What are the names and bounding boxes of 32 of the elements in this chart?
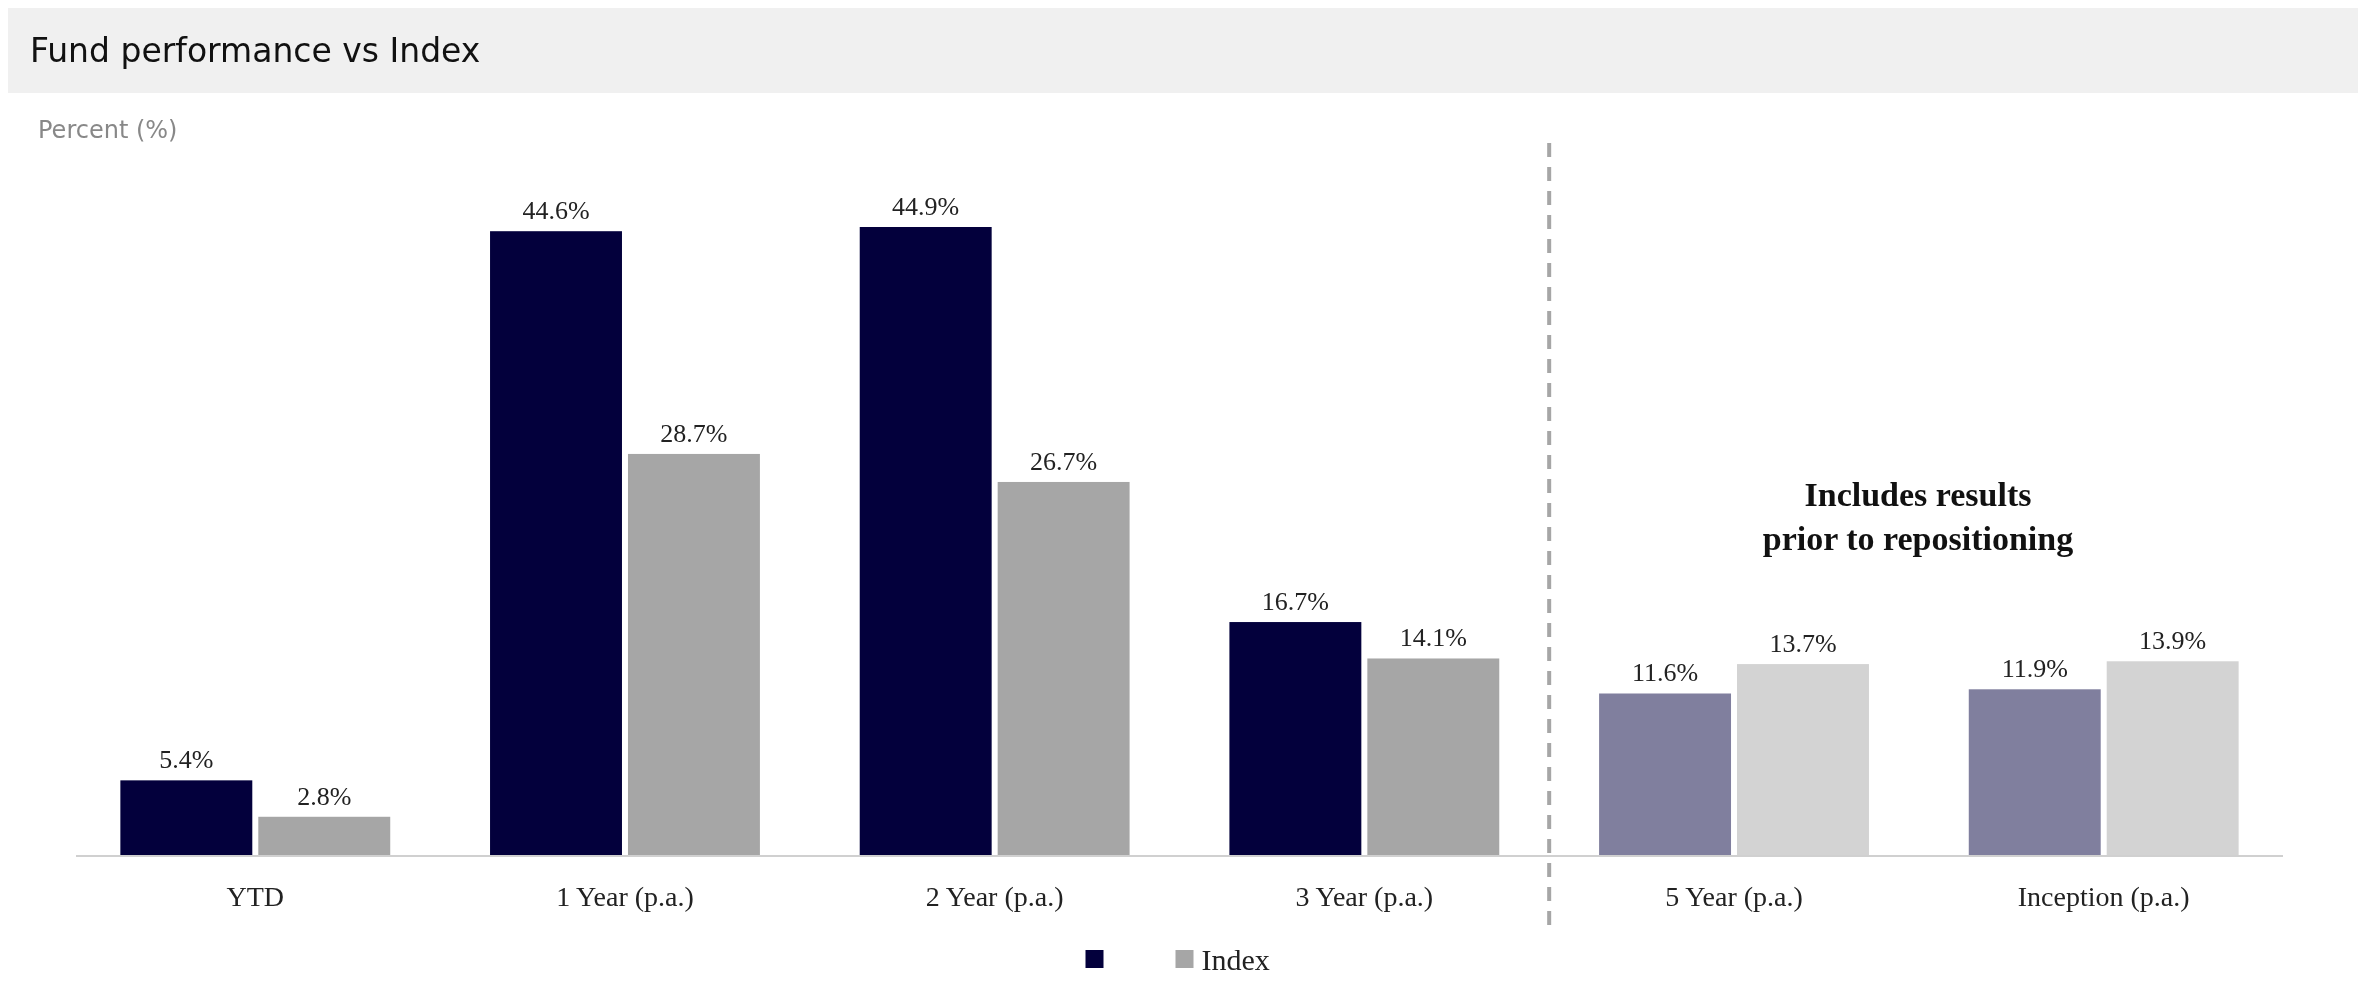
bar (859, 227, 992, 856)
bar (1367, 658, 1500, 856)
bar (997, 481, 1130, 856)
data-label: 11.9% (2001, 654, 2068, 684)
data-label: 44.9% (892, 192, 960, 221)
bar (258, 816, 391, 856)
bar (1599, 693, 1732, 856)
x-tick-label: 2 Year (p.a.) (925, 881, 1064, 912)
data-label: 13.7% (1769, 629, 1837, 659)
data-label: 11.6% (1631, 658, 1699, 688)
x-tick-label: 3 Year (p.a.) (1295, 881, 1434, 912)
data-label: 28.7% (660, 418, 728, 448)
data-label: 44.6% (522, 196, 590, 226)
x-tick-label: 1 Year (p.a.) (556, 881, 694, 912)
bar (1229, 622, 1362, 856)
bar (120, 780, 253, 856)
y-axis-title: Percent (%) (38, 116, 178, 144)
x-tick-label: Inception (p.a.) (2017, 881, 2190, 912)
legend-label: Index (1201, 943, 1270, 976)
chart-title: Fund performance vs Index (30, 31, 481, 70)
data-label: 26.7% (1030, 446, 1098, 476)
data-label: 13.9% (2139, 626, 2207, 656)
bar (627, 453, 760, 856)
x-tick-label: YTD (226, 881, 285, 912)
bar (1968, 689, 2101, 856)
x-tick-label: 5 Year (p.a.) (1665, 881, 1803, 912)
annotation: Includes results prior to repositioning (1762, 476, 2074, 557)
data-label: 5.4% (159, 745, 214, 775)
data-label: 14.1% (1399, 623, 1467, 653)
data-label: 16.7% (1261, 587, 1329, 617)
data-label: 2.8% (297, 781, 352, 811)
bar (490, 231, 622, 856)
